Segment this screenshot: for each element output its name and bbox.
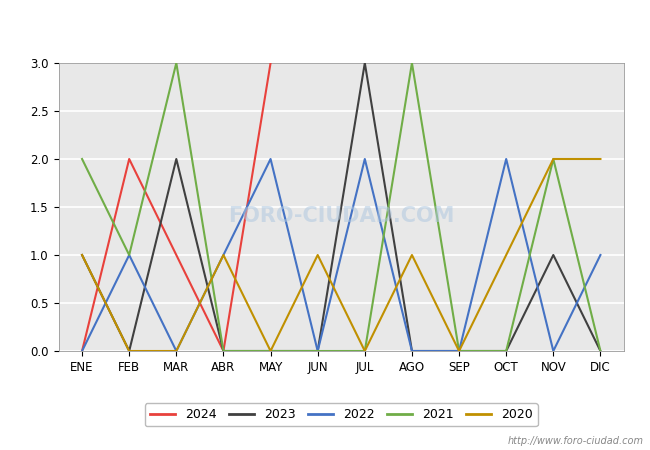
Line: 2022: 2022 (82, 159, 601, 351)
2023 (597, 348, 604, 354)
2022 (597, 252, 604, 258)
2021 (172, 60, 180, 66)
2022 (361, 156, 369, 162)
Text: FORO-CIUDAD.COM: FORO-CIUDAD.COM (228, 206, 454, 225)
2021 (314, 348, 322, 354)
2023 (408, 348, 416, 354)
2021 (361, 348, 369, 354)
2021 (455, 348, 463, 354)
2020 (266, 348, 274, 354)
2021 (220, 348, 228, 354)
2023 (125, 348, 133, 354)
Text: http://www.foro-ciudad.com: http://www.foro-ciudad.com (508, 436, 644, 446)
2023 (220, 348, 228, 354)
2022 (455, 348, 463, 354)
2020 (549, 156, 557, 162)
Line: 2021: 2021 (82, 63, 601, 351)
2021 (266, 348, 274, 354)
2021 (125, 252, 133, 258)
2024 (78, 348, 86, 354)
2022 (549, 348, 557, 354)
2020 (408, 252, 416, 258)
2023 (78, 252, 86, 258)
2024 (172, 252, 180, 258)
2022 (408, 348, 416, 354)
2021 (502, 348, 510, 354)
2023 (455, 348, 463, 354)
2022 (220, 252, 228, 258)
2024 (125, 156, 133, 162)
2024 (266, 60, 274, 66)
2023 (314, 348, 322, 354)
2022 (78, 348, 86, 354)
Line: 2024: 2024 (82, 63, 270, 351)
2020 (455, 348, 463, 354)
2022 (266, 156, 274, 162)
2020 (172, 348, 180, 354)
Line: 2020: 2020 (82, 159, 601, 351)
2020 (502, 252, 510, 258)
Line: 2023: 2023 (82, 63, 601, 351)
2024 (220, 348, 228, 354)
2023 (172, 156, 180, 162)
Legend: 2024, 2023, 2022, 2021, 2020: 2024, 2023, 2022, 2021, 2020 (144, 403, 538, 426)
2022 (314, 348, 322, 354)
2021 (597, 348, 604, 354)
2021 (78, 156, 86, 162)
2023 (502, 348, 510, 354)
2020 (597, 156, 604, 162)
2020 (78, 252, 86, 258)
2023 (266, 348, 274, 354)
Text: Matriculaciones de Vehiculos en La Haba: Matriculaciones de Vehiculos en La Haba (155, 14, 495, 32)
2020 (361, 348, 369, 354)
2022 (172, 348, 180, 354)
2020 (220, 252, 228, 258)
2021 (549, 156, 557, 162)
2023 (361, 60, 369, 66)
2022 (502, 156, 510, 162)
2023 (549, 252, 557, 258)
2020 (125, 348, 133, 354)
2022 (125, 252, 133, 258)
2020 (314, 252, 322, 258)
2021 (408, 60, 416, 66)
